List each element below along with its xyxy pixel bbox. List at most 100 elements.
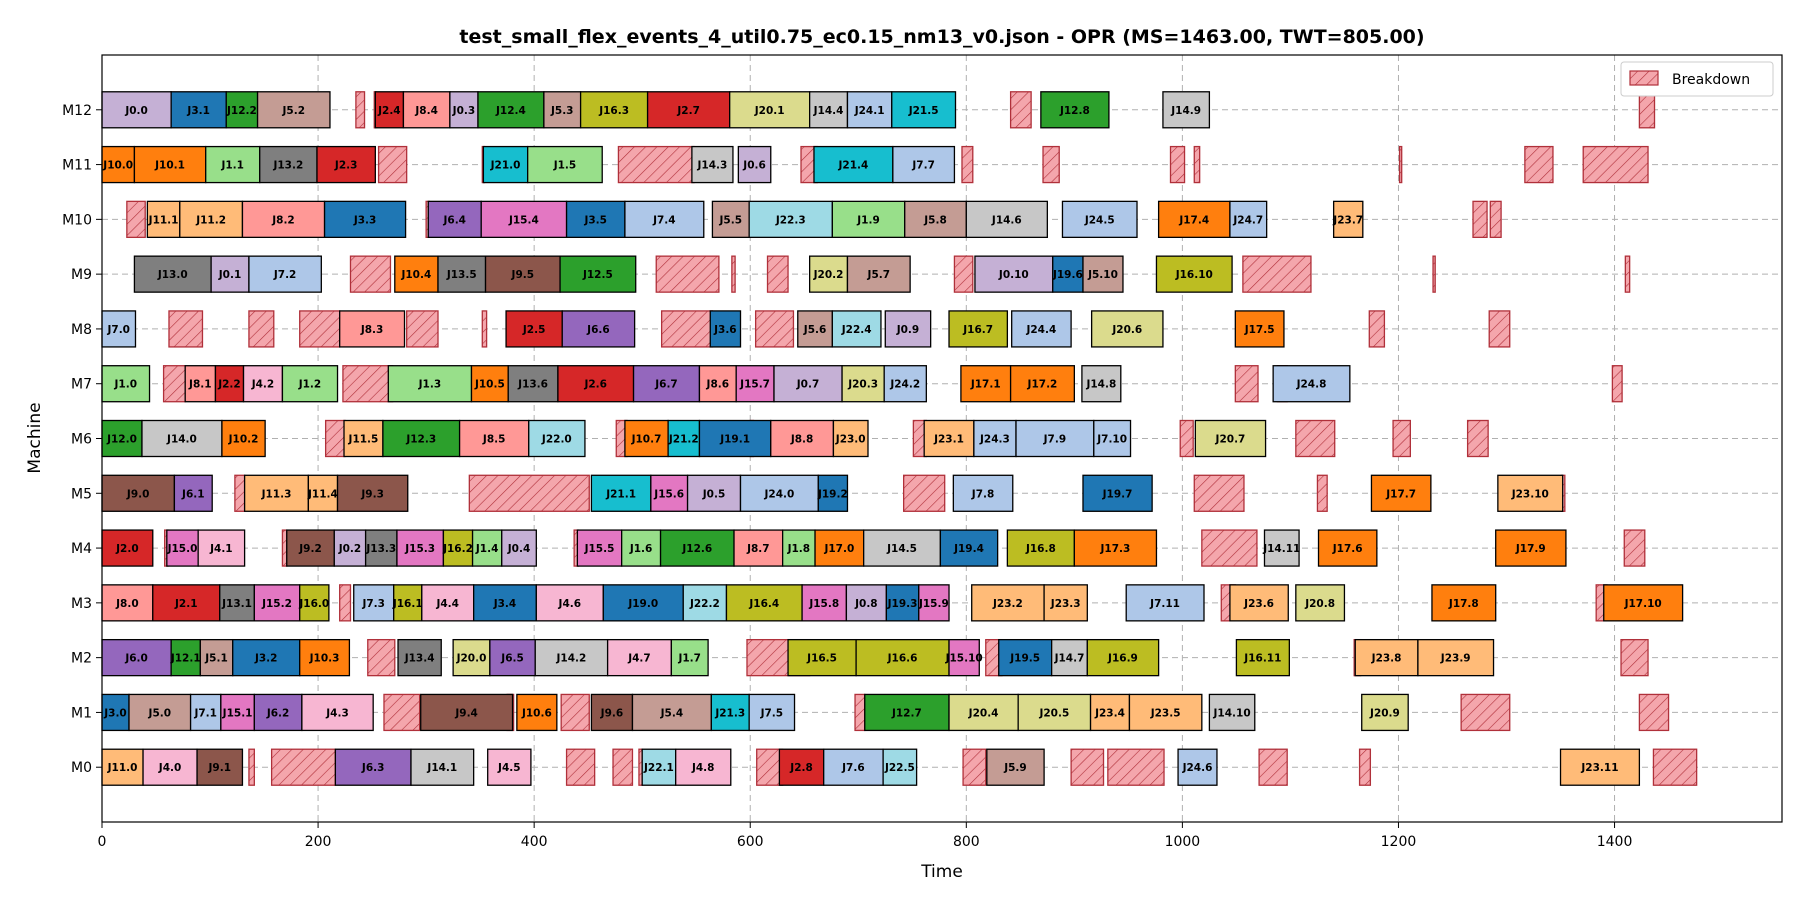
operation-label: J4.6 [558, 598, 582, 610]
operation-label: J10.4 [400, 269, 431, 281]
operation-bar [973, 419, 1017, 458]
operation-label: J2.5 [522, 324, 546, 336]
operation-label: J17.10 [1624, 598, 1662, 610]
operation-label: J14.7 [1054, 653, 1085, 665]
operation-label: J20.9 [1369, 707, 1400, 719]
breakdown-block [1234, 365, 1259, 403]
operation-label: J4.8 [691, 762, 715, 774]
operation-bar [971, 584, 1045, 622]
operation-label: J0.1 [218, 269, 242, 281]
operation-bar [1272, 365, 1351, 403]
operation-bar [748, 693, 796, 732]
operation-bar [1073, 529, 1158, 567]
breakdown-block [355, 91, 366, 129]
operation-label: J21.0 [490, 160, 521, 172]
operation-label: J13.2 [272, 160, 303, 172]
operation-label: J24.0 [763, 488, 794, 500]
operation-bar [101, 145, 136, 184]
operation-label: J4.5 [497, 762, 521, 774]
x-tick-label: 1400 [1597, 834, 1633, 850]
operation-label: J10.5 [474, 379, 505, 391]
operation-label: J21.1 [605, 488, 636, 500]
operation-label: J21.3 [714, 707, 745, 719]
operation-label: J8.8 [790, 434, 814, 446]
operation-bar [884, 310, 932, 348]
operation-label: J22.2 [689, 598, 720, 610]
x-tick-label: 1000 [1165, 834, 1201, 850]
operation-label: J20.2 [813, 269, 844, 281]
operation-bar [709, 310, 742, 348]
operation-bar [184, 365, 217, 403]
operation-bar [733, 529, 784, 567]
breakdown-block [481, 310, 488, 348]
operation-label: J3.4 [493, 598, 517, 610]
operation-bar [691, 145, 734, 184]
legend-swatch-breakdown [1629, 70, 1659, 86]
operation-bar [243, 474, 310, 512]
operation-label: J0.7 [796, 379, 820, 391]
operation-label: J23.9 [1440, 653, 1471, 665]
operation-bar [489, 638, 536, 677]
breakdown-block [270, 748, 337, 786]
breakdown-block [756, 748, 784, 786]
breakdown-block [1524, 145, 1554, 184]
y-tick-label-m8: M8 [71, 322, 92, 338]
operation-bar [1089, 693, 1131, 732]
operation-label: J8.5 [482, 434, 506, 446]
operation-label: J9.6 [600, 707, 624, 719]
operation-bar [813, 145, 894, 184]
operation-bar [948, 693, 1019, 732]
breakdown-block [367, 638, 396, 677]
operation-label: J4.2 [251, 379, 275, 391]
operation-label: J9.1 [208, 762, 232, 774]
operation-label: J19.5 [1009, 653, 1040, 665]
operation-label: J13.6 [517, 379, 548, 391]
operation-label: J5.5 [719, 214, 743, 226]
y-tick-label-m0: M0 [71, 760, 92, 776]
breakdown-block [1169, 145, 1186, 184]
operation-bar [1155, 255, 1233, 293]
operation-bar [1125, 584, 1205, 622]
operation-label: J23.11 [1580, 762, 1618, 774]
operation-bar [602, 584, 684, 622]
operation-bar [918, 584, 950, 622]
operation-label: J14.1 [426, 762, 457, 774]
operation-label: J5.2 [282, 105, 306, 117]
breakdown-block [731, 255, 736, 293]
legend: Breakdown [1620, 61, 1774, 97]
operation-label: J20.1 [754, 105, 785, 117]
operation-bar [559, 255, 637, 293]
operation-bar [334, 748, 412, 786]
x-tick-label: 800 [953, 834, 980, 850]
operation-bar [394, 255, 439, 293]
breakdown-block [953, 255, 974, 293]
operation-bar [1051, 638, 1088, 677]
operation-label: J17.7 [1385, 488, 1416, 500]
operation-label: J22.5 [884, 762, 915, 774]
operation-label: J20.4 [968, 707, 999, 719]
operation-bar [442, 529, 474, 567]
operation-label: J4.7 [627, 653, 651, 665]
operation-label: J1.8 [787, 543, 811, 555]
operation-label: J2.2 [217, 379, 241, 391]
y-tick-label-m4: M4 [71, 541, 92, 557]
operation-bar [770, 419, 835, 458]
operation-label: J15.5 [584, 543, 615, 555]
y-tick-label-m9: M9 [71, 267, 92, 283]
operation-label: J14.4 [813, 105, 844, 117]
breakdown-block [565, 748, 596, 786]
breakdown-block [1638, 91, 1656, 129]
x-tick-label: 400 [521, 834, 548, 850]
operation-bar [484, 255, 561, 293]
operation-bar [864, 693, 950, 732]
operation-bar [146, 200, 181, 239]
operation-bar [387, 365, 473, 403]
axes-layer: 0 200 400 600 800 1000 1200 1400 M0 M1 M2 M3 M4 M5 M6 M… [62, 103, 1632, 850]
x-tick-label: 0 [98, 834, 107, 850]
operation-bar [952, 474, 1014, 512]
breakdown-block [1368, 310, 1386, 348]
breakdown-block [1460, 693, 1511, 732]
operation-bar [1009, 365, 1075, 403]
operation-bar [307, 474, 339, 512]
operation-bar [621, 529, 662, 567]
